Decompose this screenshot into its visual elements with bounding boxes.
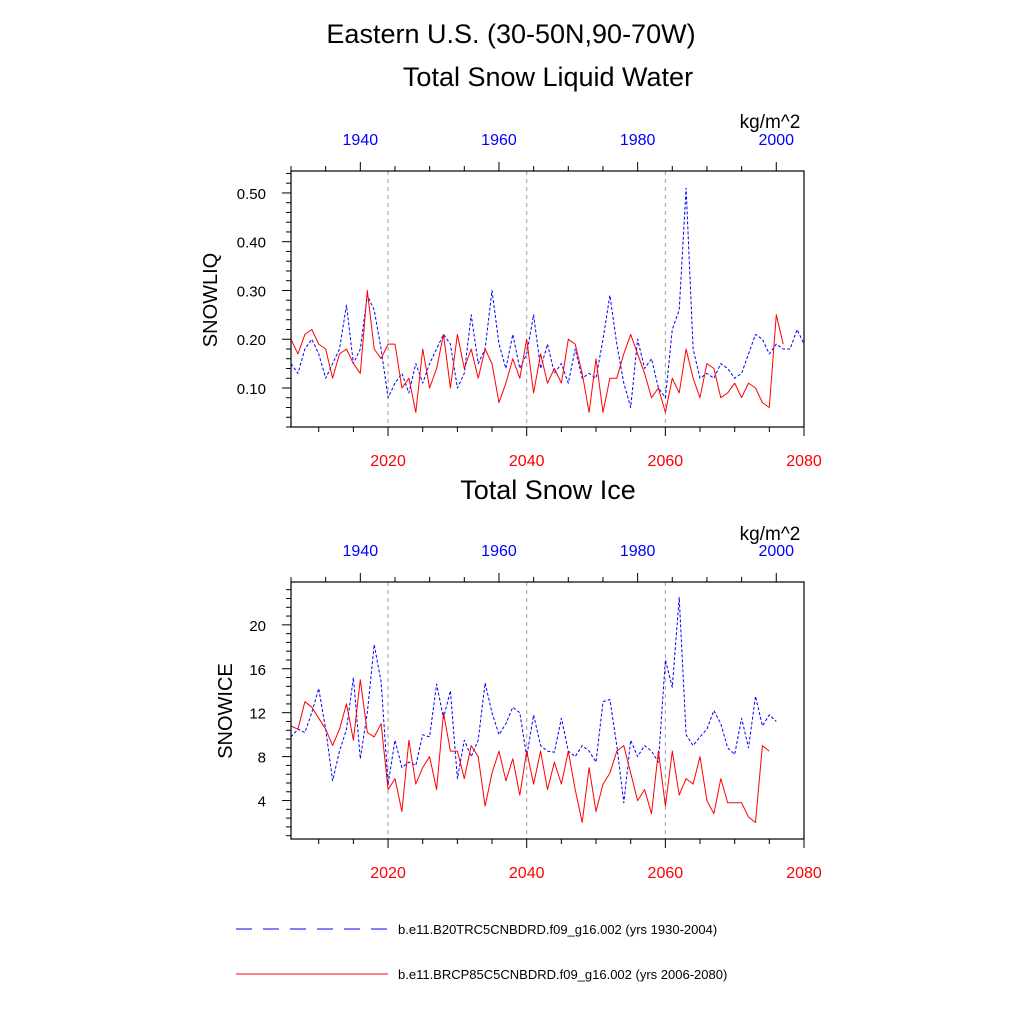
panel-title: Total Snow Ice (460, 475, 636, 505)
panel-snowice: Total Snow Ice kg/m^2 SNOWICE 4812162020… (215, 475, 822, 882)
series-line-historical (290, 596, 777, 804)
plot-frame (290, 170, 805, 428)
x-top-tick-label: 1960 (481, 543, 517, 560)
y-tick-label: 8 (258, 750, 266, 767)
legend-label-future: b.e11.BRCP85C5CNBDRD.f09_g16.002 (yrs 20… (398, 967, 727, 982)
plot-frame (290, 581, 805, 840)
panel-title: Total Snow Liquid Water (403, 62, 693, 92)
x-bottom-tick-label: 2040 (509, 865, 545, 882)
y-tick-label: 0.40 (237, 235, 266, 252)
x-bottom-tick-label: 2060 (648, 453, 684, 470)
units-label: kg/m^2 (740, 112, 801, 133)
series-line-future (290, 679, 770, 823)
x-top-tick-label: 2000 (758, 132, 794, 149)
x-top-tick-label: 2000 (758, 543, 794, 560)
panel-snowliq: Total Snow Liquid Water kg/m^2 SNOWLIQ 0… (200, 62, 822, 470)
y-tick-label: 0.30 (237, 283, 266, 300)
y-tick-label: 0.10 (237, 381, 266, 398)
figure-title: Eastern U.S. (30-50N,90-70W) (326, 19, 695, 49)
x-bottom-tick-label: 2080 (786, 453, 822, 470)
y-tick-label: 16 (249, 662, 266, 679)
x-top-tick-label: 1980 (620, 543, 656, 560)
x-top-tick-label: 1940 (343, 543, 379, 560)
x-bottom-tick-label: 2040 (509, 453, 545, 470)
y-tick-label: 12 (249, 706, 266, 723)
series-line-future (290, 290, 784, 413)
series-line-historical (290, 187, 805, 408)
units-label: kg/m^2 (740, 524, 801, 545)
x-top-tick-label: 1940 (343, 132, 379, 149)
y-tick-label: 0.50 (237, 186, 266, 203)
legend: b.e11.B20TRC5CNBDRD.f09_g16.002 (yrs 193… (236, 922, 727, 982)
x-bottom-tick-label: 2060 (648, 865, 684, 882)
x-top-tick-label: 1960 (481, 132, 517, 149)
x-top-tick-label: 1980 (620, 132, 656, 149)
y-axis-label: SNOWLIQ (200, 253, 222, 347)
y-tick-label: 20 (249, 618, 266, 635)
plot-area: 0.10 0.20 0.30 0.40 0.50 2020 2040 2060 2080 1940… (237, 132, 822, 470)
x-bottom-tick-label: 2020 (370, 453, 406, 470)
x-bottom-tick-label: 2020 (370, 865, 406, 882)
y-tick-label: 4 (258, 794, 266, 811)
legend-label-historical: b.e11.B20TRC5CNBDRD.f09_g16.002 (yrs 193… (398, 922, 717, 937)
y-tick-label: 0.20 (237, 332, 266, 349)
x-bottom-tick-label: 2080 (786, 865, 822, 882)
y-axis-label: SNOWICE (215, 663, 237, 759)
